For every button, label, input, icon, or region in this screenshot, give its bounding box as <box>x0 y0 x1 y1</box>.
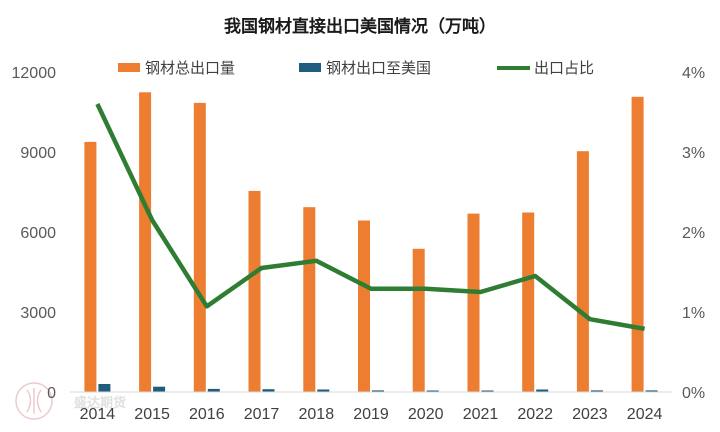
x-tick-2021: 2021 <box>463 406 499 423</box>
y-right-tick-2%: 2% <box>682 225 705 242</box>
chart-title: 我国钢材直接出口美国情况（万吨） <box>224 16 496 37</box>
bar-total-exports-2016 <box>193 102 206 393</box>
line-layer <box>95 103 645 332</box>
legend-swatch-exports-to-us <box>299 63 321 72</box>
bar-exports-to-us-2021 <box>481 390 494 392</box>
bar-total-exports-2021 <box>467 213 480 392</box>
line-export-share <box>95 103 645 332</box>
bar-exports-to-us-2014 <box>98 384 111 392</box>
bars-layer <box>84 92 658 393</box>
y-right-tick-0%: 0% <box>682 385 705 402</box>
x-tick-2018: 2018 <box>299 406 335 423</box>
bar-total-exports-2019 <box>358 220 370 392</box>
x-tick-2019: 2019 <box>353 406 389 423</box>
watermark-emblem <box>15 382 53 420</box>
y-left-tick-0: 0 <box>47 385 56 402</box>
y-left-tick-6000: 6000 <box>20 225 56 242</box>
bar-exports-to-us-2023 <box>590 390 603 392</box>
watermark-logo: 盛达期货 <box>15 382 126 420</box>
bar-total-exports-2023 <box>576 151 589 392</box>
y-right-tick-4%: 4% <box>682 65 705 82</box>
x-tick-2017: 2017 <box>244 406 280 423</box>
y-left-tick-9000: 9000 <box>20 145 56 162</box>
x-tick-2014: 2014 <box>80 406 116 423</box>
bar-exports-to-us-2016 <box>207 388 220 392</box>
x-tick-2024: 2024 <box>627 406 663 423</box>
y-left-tick-12000: 12000 <box>12 65 57 82</box>
x-tick-2016: 2016 <box>189 406 225 423</box>
watermark-text: 盛达期货 <box>74 395 126 411</box>
axis-layer: 0 3000 6000 9000 12000 0% 1% 2% 3% 4% 2014 2015 2016… <box>12 65 706 423</box>
bar-total-exports-2024 <box>631 96 644 393</box>
legend-label-exports-to-us: 钢材出口至美国 <box>326 59 431 77</box>
bar-total-exports-2015 <box>139 92 152 393</box>
watermark-emblem-mark <box>26 388 42 414</box>
y-right-tick-1%: 1% <box>682 305 705 322</box>
bar-total-exports-2018 <box>303 207 316 392</box>
bar-exports-to-us-2018 <box>317 389 330 392</box>
y-right-tick-3%: 3% <box>682 145 705 162</box>
legend-swatch-total-exports <box>118 63 140 72</box>
x-tick-2020: 2020 <box>408 406 444 423</box>
bar-exports-to-us-2019 <box>372 390 384 392</box>
x-tick-2022: 2022 <box>517 406 553 423</box>
legend-label-total-exports: 钢材总出口量 <box>145 59 235 77</box>
x-tick-2015: 2015 <box>134 406 170 423</box>
bar-total-exports-2020 <box>412 248 425 392</box>
bar-total-exports-2017 <box>248 190 261 392</box>
x-tick-2023: 2023 <box>572 406 608 423</box>
bar-total-exports-2014 <box>84 141 97 392</box>
bar-exports-to-us-2024 <box>645 390 658 392</box>
bar-exports-to-us-2020 <box>426 390 439 392</box>
legend-label-export-share: 出口占比 <box>534 59 594 77</box>
bar-exports-to-us-2015 <box>153 386 166 392</box>
legend: 钢材总出口量 钢材出口至美国 出口占比 <box>118 59 594 77</box>
bar-total-exports-2022 <box>522 212 535 392</box>
y-left-tick-3000: 3000 <box>20 305 56 322</box>
bar-exports-to-us-2022 <box>536 389 549 392</box>
bar-exports-to-us-2017 <box>262 389 275 392</box>
